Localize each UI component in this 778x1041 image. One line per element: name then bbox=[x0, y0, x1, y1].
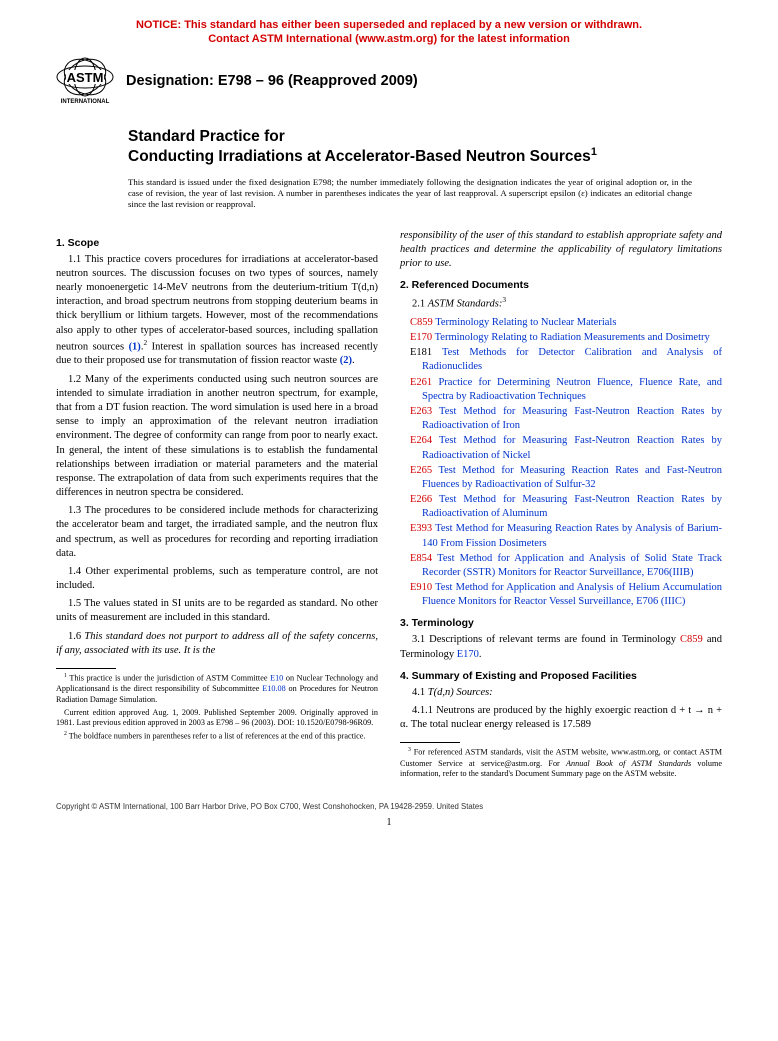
page-number: 1 bbox=[56, 817, 722, 828]
ref-title[interactable]: Test Method for Measuring Fast-Neutron R… bbox=[422, 494, 722, 519]
referenced-standards-list: C859 Terminology Relating to Nuclear Mat… bbox=[400, 316, 722, 609]
ref-title[interactable]: Test Method for Measuring Fast-Neutron R… bbox=[422, 435, 722, 460]
astm-logo: ASTM INTERNATIONAL bbox=[56, 57, 114, 105]
footnote-3: 3 For referenced ASTM standards, visit t… bbox=[400, 747, 722, 780]
section-3-head: 3. Terminology bbox=[400, 617, 722, 629]
ref-code[interactable]: E264 bbox=[410, 435, 439, 446]
ref-code[interactable]: E263 bbox=[410, 406, 439, 417]
issuance-note: This standard is issued under the fixed … bbox=[128, 177, 692, 211]
para-1-6: 1.6 This standard does not purport to ad… bbox=[56, 630, 378, 658]
title-block: Standard Practice for Conducting Irradia… bbox=[128, 127, 722, 167]
ref-code[interactable]: E181 bbox=[410, 347, 442, 358]
footnote-2: 2 The boldface numbers in parentheses re… bbox=[56, 731, 378, 742]
footnote-rule-left bbox=[56, 668, 116, 669]
notice-line1: NOTICE: This standard has either been su… bbox=[136, 19, 642, 31]
title-line1: Standard Practice for bbox=[128, 127, 722, 146]
section-2-head: 2. Referenced Documents bbox=[400, 279, 722, 291]
ref-item: E265 Test Method for Measuring Reaction … bbox=[400, 464, 722, 492]
ref-code[interactable]: E854 bbox=[410, 553, 437, 564]
para-1-5: 1.5 The values stated in SI units are to… bbox=[56, 597, 378, 625]
ref-title[interactable]: Test Method for Measuring Reaction Rates… bbox=[422, 465, 722, 490]
para-2-1: 2.1 ASTM Standards:3 bbox=[400, 295, 722, 312]
committee-link-e10[interactable]: E10 bbox=[270, 674, 283, 683]
ref-item: E854 Test Method for Application and Ana… bbox=[400, 552, 722, 580]
subcommittee-link[interactable]: E10.08 bbox=[262, 684, 285, 693]
ref-title[interactable]: Test Method for Measuring Fast-Neutron R… bbox=[422, 406, 722, 431]
para-1-2: 1.2 Many of the experiments conducted us… bbox=[56, 373, 378, 501]
designation: Designation: E798 – 96 (Reapproved 2009) bbox=[126, 73, 418, 89]
ref-code[interactable]: E910 bbox=[410, 582, 435, 593]
ref-code[interactable]: C859 bbox=[410, 317, 435, 328]
ref-link-1[interactable]: (1) bbox=[129, 341, 141, 352]
ref-c859[interactable]: C859 bbox=[680, 634, 703, 645]
ref-title[interactable]: Terminology Relating to Nuclear Material… bbox=[435, 317, 616, 328]
header-row: ASTM INTERNATIONAL Designation: E798 – 9… bbox=[56, 57, 722, 105]
footnote-rule-right bbox=[400, 742, 460, 743]
title-line2: Conducting Irradiations at Accelerator-B… bbox=[128, 146, 722, 167]
para-1-3: 1.3 The procedures to be considered incl… bbox=[56, 504, 378, 561]
svg-text:ASTM: ASTM bbox=[67, 70, 104, 85]
notice-banner: NOTICE: This standard has either been su… bbox=[56, 18, 722, 47]
ref-item: E261 Practice for Determining Neutron Fl… bbox=[400, 376, 722, 404]
right-column: responsibility of the user of this stand… bbox=[400, 229, 722, 782]
para-3-1: 3.1 Descriptions of relevant terms are f… bbox=[400, 633, 722, 661]
ref-link-2[interactable]: (2) bbox=[340, 355, 352, 366]
svg-text:INTERNATIONAL: INTERNATIONAL bbox=[61, 99, 110, 105]
ref-item: E266 Test Method for Measuring Fast-Neut… bbox=[400, 493, 722, 521]
ref-title[interactable]: Practice for Determining Neutron Fluence… bbox=[422, 377, 722, 402]
ref-e170[interactable]: E170 bbox=[457, 649, 479, 660]
ref-code[interactable]: E265 bbox=[410, 465, 438, 476]
ref-code[interactable]: E266 bbox=[410, 494, 439, 505]
ref-title[interactable]: Test Method for Application and Analysis… bbox=[422, 582, 722, 607]
ref-item: E393 Test Method for Measuring Reaction … bbox=[400, 522, 722, 550]
ref-item: E170 Terminology Relating to Radiation M… bbox=[400, 331, 722, 345]
ref-item: E181 Test Methods for Detector Calibrati… bbox=[400, 346, 722, 374]
ref-title[interactable]: Test Methods for Detector Calibration an… bbox=[422, 347, 722, 372]
ref-title[interactable]: Test Method for Application and Analysis… bbox=[422, 553, 722, 578]
ref-item: E264 Test Method for Measuring Fast-Neut… bbox=[400, 434, 722, 462]
ref-item: C859 Terminology Relating to Nuclear Mat… bbox=[400, 316, 722, 330]
page: NOTICE: This standard has either been su… bbox=[0, 0, 778, 848]
ref-code[interactable]: E261 bbox=[410, 377, 438, 388]
section-1-head: 1. Scope bbox=[56, 237, 378, 249]
ref-item: E910 Test Method for Application and Ana… bbox=[400, 581, 722, 609]
ref-item: E263 Test Method for Measuring Fast-Neut… bbox=[400, 405, 722, 433]
para-1-4: 1.4 Other experimental problems, such as… bbox=[56, 565, 378, 593]
ref-title[interactable]: Test Method for Measuring Reaction Rates… bbox=[422, 523, 722, 548]
para-1-6-cont: responsibility of the user of this stand… bbox=[400, 229, 722, 272]
para-4-1-1: 4.1.1 Neutrons are produced by the highl… bbox=[400, 704, 722, 732]
copyright-line: Copyright © ASTM International, 100 Barr… bbox=[56, 802, 722, 811]
para-1-1: 1.1 This practice covers procedures for … bbox=[56, 253, 378, 369]
footnote-1: 1 This practice is under the jurisdictio… bbox=[56, 673, 378, 706]
notice-line2: Contact ASTM International (www.astm.org… bbox=[208, 33, 570, 45]
footnote-1b: Current edition approved Aug. 1, 2009. P… bbox=[56, 708, 378, 729]
section-4-head: 4. Summary of Existing and Proposed Faci… bbox=[400, 670, 722, 682]
left-column: 1. Scope 1.1 This practice covers proced… bbox=[56, 229, 378, 782]
two-column-body: 1. Scope 1.1 This practice covers proced… bbox=[56, 229, 722, 782]
ref-code[interactable]: E393 bbox=[410, 523, 435, 534]
ref-title[interactable]: Terminology Relating to Radiation Measur… bbox=[435, 332, 710, 343]
para-4-1: 4.1 T(d,n) Sources: bbox=[400, 686, 722, 700]
ref-code[interactable]: E170 bbox=[410, 332, 435, 343]
